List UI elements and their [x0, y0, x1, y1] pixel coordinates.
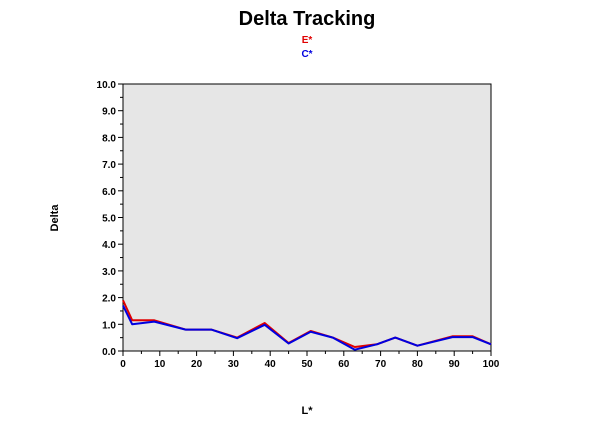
- y-tick-label: 8.0: [102, 133, 116, 144]
- x-tick-label: 30: [228, 359, 240, 370]
- y-tick-label: 2.0: [102, 294, 116, 305]
- x-tick-label: 70: [375, 359, 387, 370]
- x-tick-label: 50: [301, 359, 313, 370]
- x-tick-label: 100: [483, 359, 500, 370]
- y-axis: 0.0 1.0 2.0 3.0 4.0 5.0 6.0 7.0 8.0 9.0 10.0: [97, 80, 123, 358]
- x-tick-label: 40: [265, 359, 277, 370]
- x-axis-label: L*: [302, 405, 314, 417]
- y-tick-label: 6.0: [102, 187, 116, 198]
- y-tick-label: 4.0: [102, 240, 116, 251]
- series-line-c: [122, 305, 492, 351]
- x-axis: 0 10 20 30 40 50 60 70 80 90 100: [120, 351, 500, 370]
- x-tick-label: 20: [191, 359, 203, 370]
- series-layer: [122, 299, 492, 351]
- y-tick-label: 7.0: [102, 160, 116, 171]
- x-tick-label: 60: [338, 359, 350, 370]
- y-tick-label: 1.0: [102, 320, 116, 331]
- y-tick-label: 3.0: [102, 267, 116, 278]
- chart-title: Delta Tracking: [239, 8, 376, 30]
- y-tick-label: 9.0: [102, 107, 116, 118]
- y-axis-label: Delta: [49, 204, 61, 232]
- legend-entry-e: E*: [302, 35, 313, 46]
- y-tick-label: 0.0: [102, 347, 116, 358]
- plot-area: [122, 83, 492, 352]
- x-tick-label: 0: [120, 359, 126, 370]
- y-tick-label: 5.0: [102, 214, 116, 225]
- legend-entry-c: C*: [301, 49, 312, 60]
- x-tick-label: 90: [449, 359, 461, 370]
- y-tick-label: 10.0: [97, 80, 117, 91]
- x-tick-label: 80: [412, 359, 424, 370]
- x-tick-label: 10: [154, 359, 166, 370]
